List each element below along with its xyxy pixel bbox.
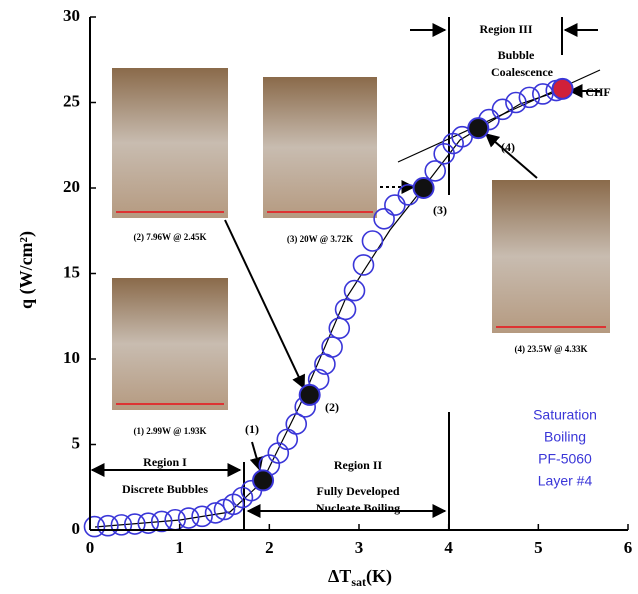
point bbox=[373, 207, 395, 230]
point bbox=[467, 117, 490, 140]
point bbox=[352, 254, 375, 276]
x-tick-label: 5 bbox=[534, 538, 543, 557]
point bbox=[97, 514, 119, 537]
point bbox=[298, 383, 321, 406]
point bbox=[384, 194, 406, 216]
point bbox=[231, 486, 254, 509]
y-tick-label: 15 bbox=[63, 262, 80, 281]
photo-caption: (2) 7.96W @ 2.45K bbox=[134, 232, 207, 242]
photo bbox=[112, 68, 228, 218]
y-tick-label: 30 bbox=[63, 6, 80, 25]
point bbox=[110, 514, 133, 536]
annotation: Nucleate Boiling bbox=[316, 501, 400, 515]
y-tick-label: 5 bbox=[72, 433, 81, 452]
plot bbox=[83, 77, 574, 538]
point bbox=[124, 513, 146, 535]
point bbox=[334, 298, 357, 321]
annotation: (3) bbox=[433, 203, 447, 217]
photo bbox=[492, 180, 610, 333]
point bbox=[491, 98, 514, 121]
photo bbox=[263, 77, 377, 218]
point bbox=[518, 86, 541, 109]
x-tick-label: 4 bbox=[444, 538, 453, 557]
point bbox=[412, 177, 435, 199]
annotation: Region III bbox=[479, 22, 532, 36]
photos bbox=[112, 68, 610, 410]
point bbox=[150, 510, 173, 533]
point bbox=[505, 91, 527, 114]
y-axis-title: q (W/cm²) bbox=[16, 231, 37, 309]
x-tick-label: 6 bbox=[624, 538, 633, 557]
point bbox=[285, 413, 308, 435]
photo-caption: (4) 23.5W @ 4.33K bbox=[515, 344, 588, 354]
x-label-unit: (K) bbox=[366, 566, 392, 587]
point bbox=[361, 230, 384, 252]
annotation: CHF bbox=[585, 85, 610, 99]
x-label-sub: sat bbox=[351, 575, 366, 589]
y-tick-label: 25 bbox=[63, 91, 80, 110]
note-text: Saturation bbox=[533, 407, 597, 423]
arrows bbox=[90, 23, 600, 518]
note-text: PF-5060 bbox=[538, 451, 592, 467]
point bbox=[551, 77, 574, 100]
annotation: Region I bbox=[143, 455, 187, 469]
note-text: Layer #4 bbox=[538, 473, 593, 489]
y-tick-label: 10 bbox=[63, 348, 80, 367]
photo bbox=[112, 278, 228, 410]
y-tick-label: 0 bbox=[72, 519, 81, 538]
point bbox=[204, 502, 227, 524]
y-tick-label: 20 bbox=[63, 177, 80, 196]
annotation: (1) bbox=[245, 422, 259, 436]
annotation: (2) bbox=[325, 400, 339, 414]
annotation: (4) bbox=[501, 140, 515, 154]
point bbox=[177, 507, 200, 529]
annotation: Region II bbox=[334, 458, 383, 472]
point bbox=[191, 505, 213, 528]
arrow bbox=[484, 133, 538, 179]
note-text: Boiling bbox=[544, 429, 586, 445]
point bbox=[83, 515, 106, 538]
x-tick-label: 1 bbox=[175, 538, 184, 557]
x-tick-label: 3 bbox=[355, 538, 364, 557]
point bbox=[321, 336, 343, 358]
arrow bbox=[224, 219, 305, 390]
x-axis-title: ΔTsat(K) bbox=[328, 566, 392, 589]
point bbox=[424, 160, 447, 182]
point bbox=[343, 279, 366, 302]
point bbox=[137, 512, 160, 534]
annotation: Coalescence bbox=[491, 65, 554, 79]
annotation: Bubble bbox=[498, 48, 535, 62]
x-tick-label: 2 bbox=[265, 538, 274, 557]
annotation: Fully Developed bbox=[317, 484, 400, 498]
x-label-main: ΔT bbox=[328, 566, 351, 586]
point bbox=[328, 317, 351, 340]
annotation: Discrete Bubbles bbox=[122, 482, 208, 496]
photo-caption: (1) 2.99W @ 1.93K bbox=[134, 426, 207, 436]
point bbox=[252, 469, 275, 492]
photo-caption: (3) 20W @ 3.72K bbox=[287, 234, 353, 244]
x-tick-label: 0 bbox=[86, 538, 95, 557]
point bbox=[276, 428, 299, 451]
